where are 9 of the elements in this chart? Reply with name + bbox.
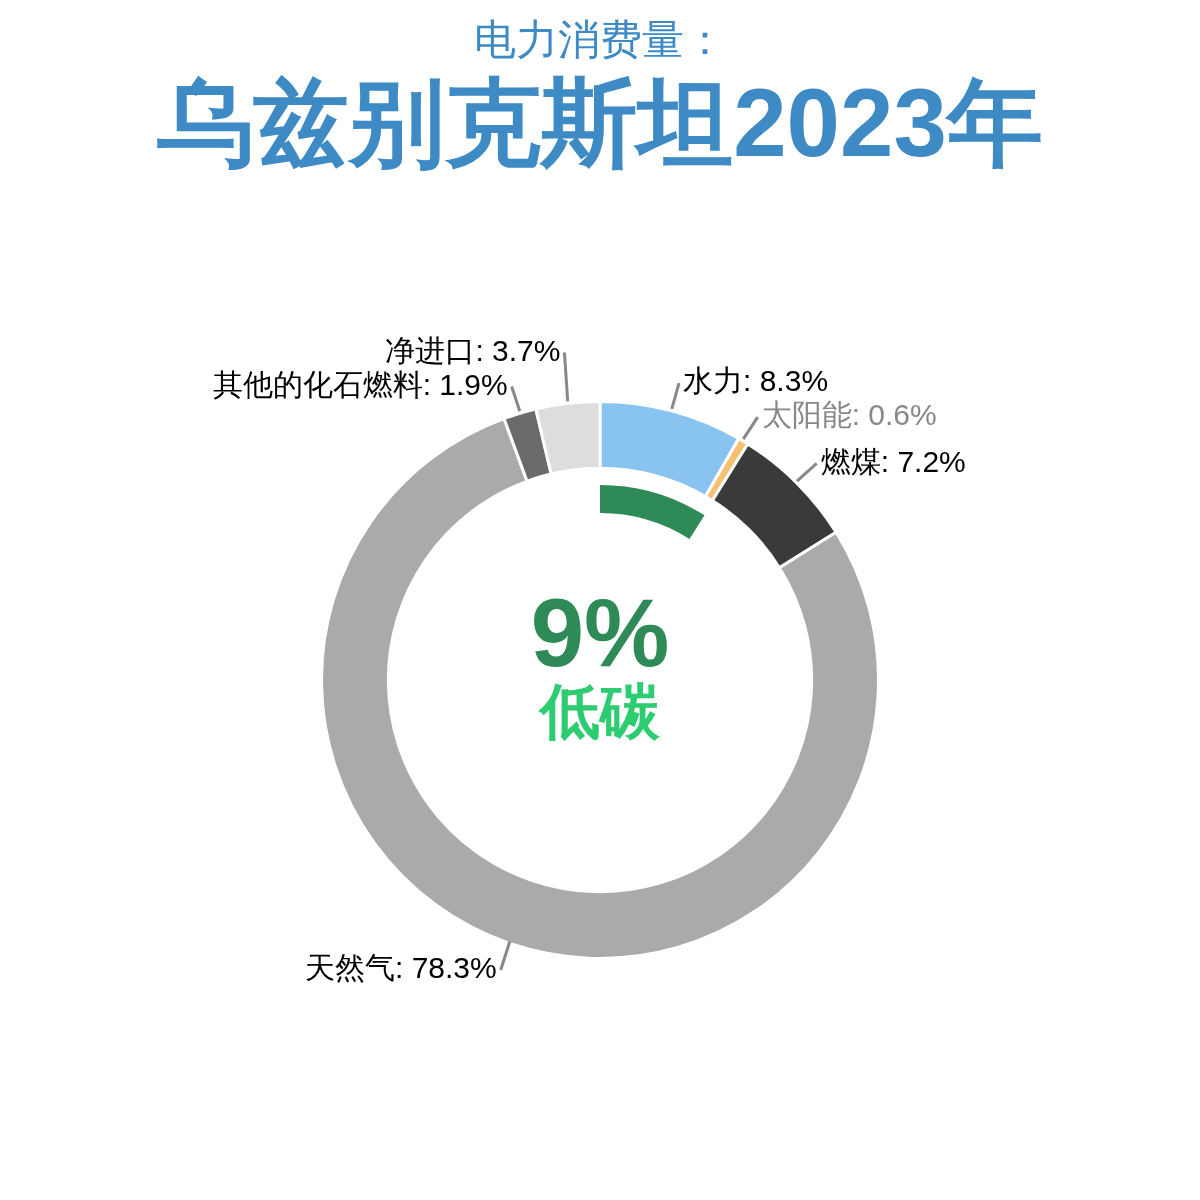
slice-label: 其他的化石燃料: 1.9% (212, 367, 508, 401)
chart-title: 乌兹别克斯坦2023年 (156, 68, 1044, 178)
chart-subtitle: 电力消费量： (473, 15, 727, 65)
text: 低碳 (538, 677, 661, 745)
slice-label: 水力: 8.3% (683, 364, 829, 398)
slice-label: 燃煤: 7.2% (820, 444, 966, 478)
slice-label: 太阳能: 0.6% (761, 398, 937, 432)
slice-label: 天然气: 78.3% (304, 951, 497, 985)
slice-label: 净进口: 3.7% (385, 333, 561, 367)
